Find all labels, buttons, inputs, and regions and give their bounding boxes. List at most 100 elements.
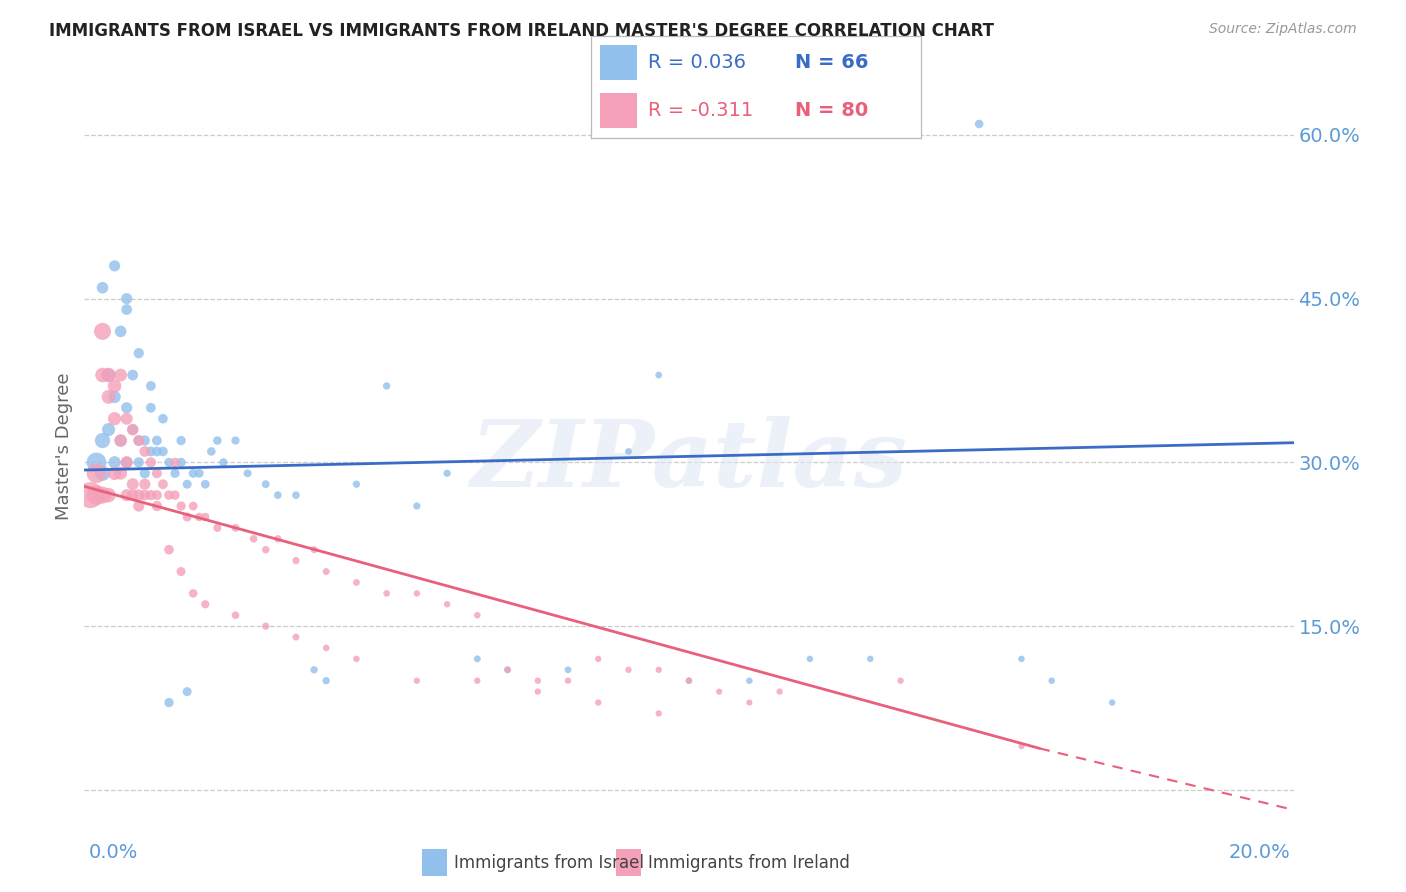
- Point: [1040, 673, 1063, 688]
- Point: [194, 597, 217, 611]
- Point: [302, 663, 325, 677]
- Text: 0.0%: 0.0%: [89, 843, 138, 862]
- Point: [225, 521, 247, 535]
- Point: [1010, 739, 1032, 754]
- Point: [170, 434, 193, 448]
- Text: Immigrants from Ireland: Immigrants from Ireland: [648, 854, 851, 871]
- Point: [709, 684, 731, 698]
- Point: [284, 488, 308, 502]
- Point: [212, 455, 235, 469]
- Point: [110, 324, 132, 338]
- Point: [110, 434, 132, 448]
- Point: [104, 390, 127, 404]
- Point: [110, 368, 132, 382]
- Point: [526, 684, 548, 698]
- Point: [157, 696, 180, 710]
- Point: [346, 575, 368, 590]
- Point: [315, 640, 337, 655]
- Point: [128, 455, 150, 469]
- Point: [128, 434, 150, 448]
- Point: [170, 499, 193, 513]
- Point: [375, 379, 398, 393]
- Point: [254, 542, 277, 557]
- Point: [967, 117, 990, 131]
- Point: [284, 630, 308, 644]
- Point: [678, 673, 700, 688]
- Point: [346, 652, 368, 666]
- Point: [315, 565, 337, 579]
- Point: [163, 488, 186, 502]
- Point: [146, 434, 169, 448]
- Point: [115, 455, 138, 469]
- Point: [1101, 696, 1123, 710]
- Text: R = -0.311: R = -0.311: [648, 101, 754, 120]
- Point: [157, 455, 180, 469]
- Text: Source: ZipAtlas.com: Source: ZipAtlas.com: [1209, 22, 1357, 37]
- Point: [738, 696, 761, 710]
- Point: [86, 488, 108, 502]
- Bar: [600, 93, 637, 128]
- Point: [254, 619, 277, 633]
- Point: [115, 401, 138, 415]
- Point: [188, 510, 211, 524]
- Point: [104, 455, 127, 469]
- Text: IMMIGRANTS FROM ISRAEL VS IMMIGRANTS FROM IRELAND MASTER'S DEGREE CORRELATION CH: IMMIGRANTS FROM ISRAEL VS IMMIGRANTS FRO…: [49, 22, 994, 40]
- Point: [859, 652, 882, 666]
- Point: [157, 488, 180, 502]
- Point: [194, 510, 217, 524]
- Point: [267, 532, 290, 546]
- Point: [128, 434, 150, 448]
- Point: [738, 673, 761, 688]
- Point: [79, 488, 101, 502]
- Point: [152, 411, 174, 425]
- Point: [86, 455, 108, 469]
- Point: [163, 467, 186, 481]
- Point: [104, 379, 127, 393]
- Point: [207, 434, 229, 448]
- Point: [890, 673, 912, 688]
- Point: [406, 499, 429, 513]
- Point: [128, 346, 150, 360]
- Point: [91, 324, 114, 338]
- Point: [254, 477, 277, 491]
- Bar: [600, 45, 637, 79]
- Point: [115, 488, 138, 502]
- Point: [406, 586, 429, 600]
- Point: [91, 368, 114, 382]
- Point: [557, 663, 579, 677]
- Point: [181, 586, 204, 600]
- Point: [617, 663, 640, 677]
- Point: [236, 467, 259, 481]
- Point: [86, 467, 108, 481]
- Text: ZIPatlas: ZIPatlas: [471, 416, 907, 506]
- Point: [176, 477, 198, 491]
- Point: [91, 281, 114, 295]
- Point: [152, 477, 174, 491]
- Point: [242, 532, 264, 546]
- Point: [104, 467, 127, 481]
- Point: [588, 652, 610, 666]
- Y-axis label: Master's Degree: Master's Degree: [55, 372, 73, 520]
- Point: [146, 488, 169, 502]
- Point: [181, 499, 204, 513]
- Point: [121, 488, 143, 502]
- Point: [467, 608, 489, 623]
- Point: [139, 379, 162, 393]
- Point: [467, 673, 489, 688]
- Point: [176, 684, 198, 698]
- Point: [115, 411, 138, 425]
- Point: [170, 565, 193, 579]
- Point: [225, 608, 247, 623]
- Point: [346, 477, 368, 491]
- Point: [526, 673, 548, 688]
- Point: [97, 488, 120, 502]
- Point: [375, 586, 398, 600]
- Point: [97, 423, 120, 437]
- Point: [152, 444, 174, 458]
- Point: [134, 467, 156, 481]
- Point: [207, 521, 229, 535]
- Text: N = 80: N = 80: [796, 101, 869, 120]
- Point: [91, 467, 114, 481]
- Point: [194, 477, 217, 491]
- Point: [157, 542, 180, 557]
